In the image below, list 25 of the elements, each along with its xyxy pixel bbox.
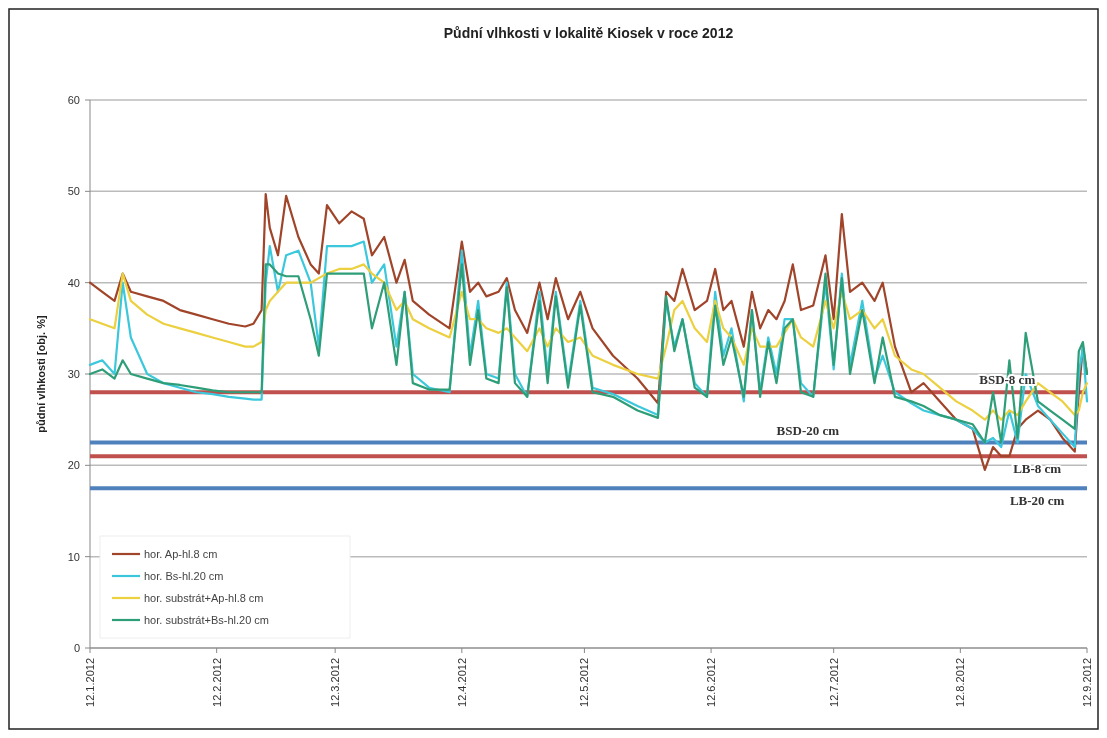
ref-line-label: LB-8 cm [1013,461,1062,477]
chart-title: Půdní vlhkosti v lokalitě Kiosek v roce 2012 [443,25,734,41]
x-tick-label: 12.1.2012 [83,658,96,707]
x-tick-label: 12.3.2012 [329,658,342,707]
x-tick-label: 12.2.2012 [210,658,223,707]
x-tick-label: 12.5.2012 [578,658,591,707]
legend-label: hor. substrát+Ap-hl.8 cm [144,591,264,604]
y-tick-label: 20 [67,459,80,472]
y-tick-label: 50 [67,185,80,198]
y-axis-title: půdní vlhkosti [obj. %] [35,315,47,433]
x-tick-label: 12.4.2012 [455,658,468,707]
ref-line-label: BSD-20 cm [776,422,840,438]
legend-label: hor. Ap-hl.8 cm [144,547,218,560]
x-tick-label: 12.8.2012 [954,658,967,707]
x-tick-label: 12.7.2012 [827,658,840,707]
x-tick-label: 12.9.2012 [1080,658,1093,707]
legend-label: hor. Bs-hl.20 cm [144,569,224,582]
x-tick-label: 12.6.2012 [704,658,717,707]
y-tick-label: 0 [73,641,80,654]
ref-line-label: LB-20 cm [1009,493,1065,509]
y-tick-label: 40 [67,276,80,289]
y-tick-label: 30 [67,367,80,380]
y-tick-label: 10 [67,550,80,563]
y-tick-label: 60 [67,93,80,106]
legend-label: hor. substrát+Bs-hl.20 cm [144,613,270,626]
